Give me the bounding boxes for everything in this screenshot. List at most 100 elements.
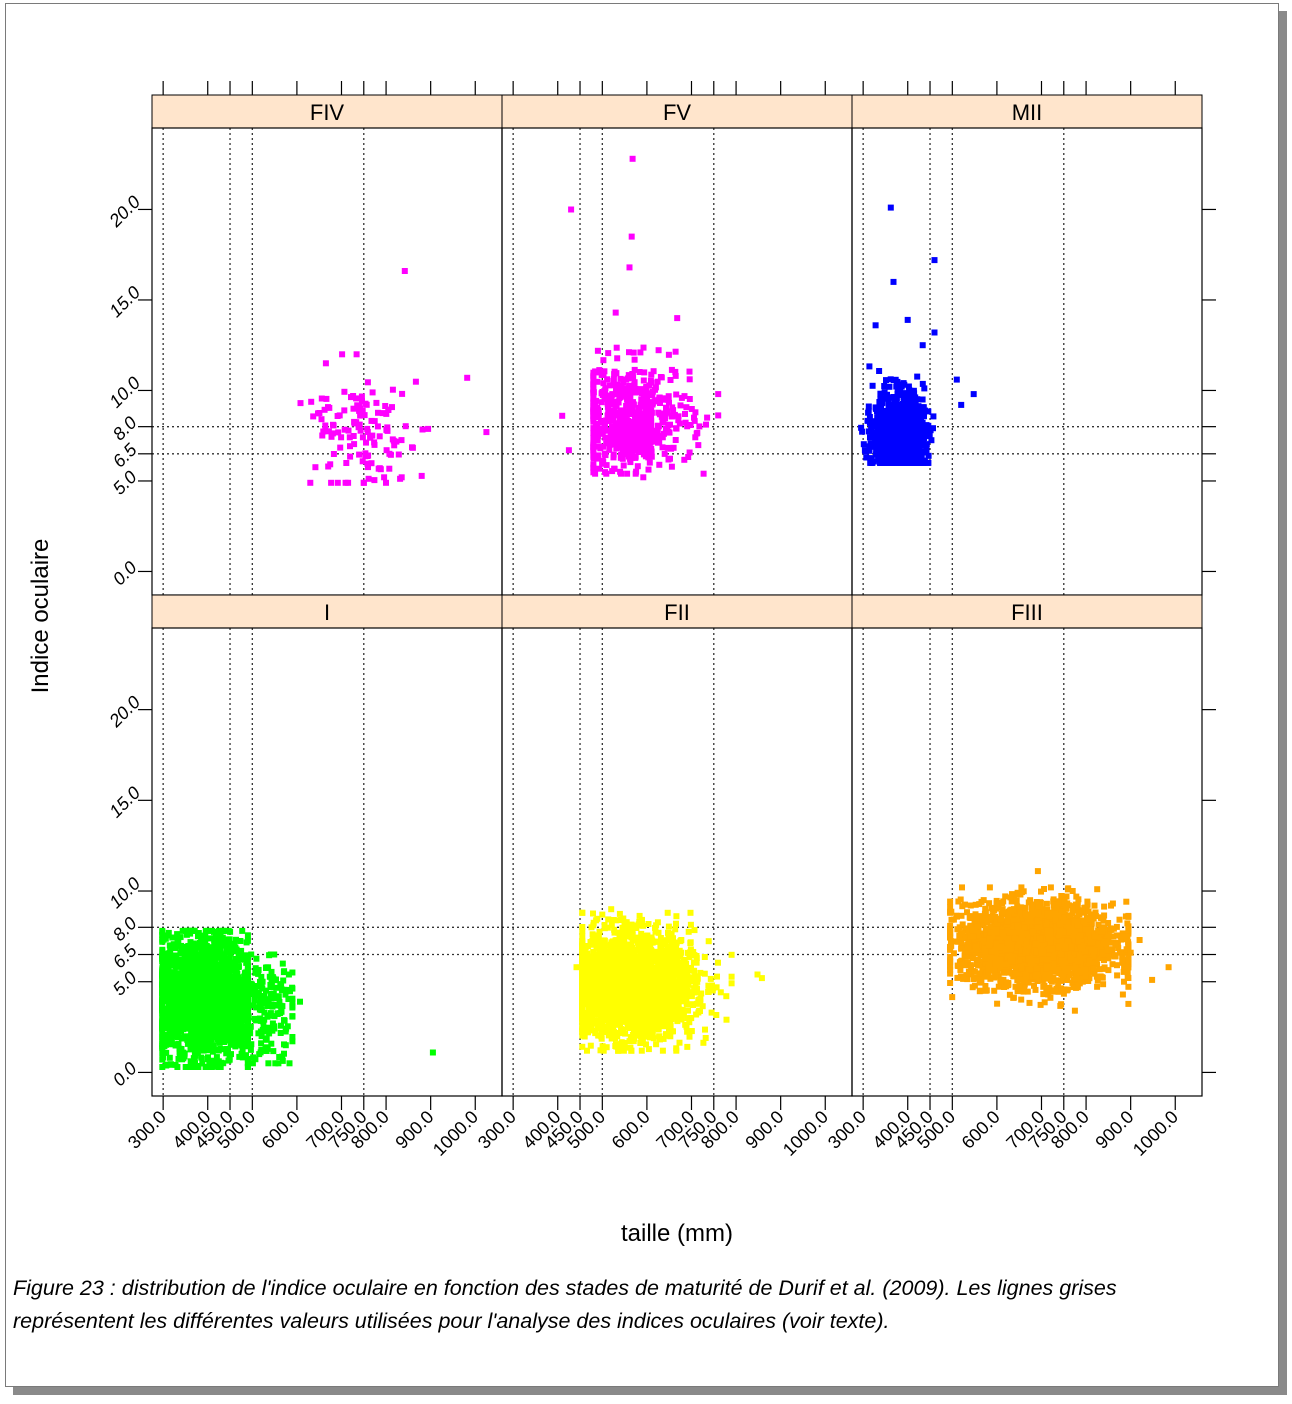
- data-point: [279, 1057, 286, 1064]
- data-point: [648, 431, 655, 438]
- data-point: [247, 1023, 254, 1030]
- data-point: [638, 438, 645, 445]
- data-point: [891, 450, 898, 457]
- data-point: [205, 1054, 211, 1061]
- data-point: [216, 984, 223, 991]
- data-point: [272, 995, 279, 1001]
- data-point: [188, 980, 195, 987]
- data-point: [181, 954, 188, 960]
- data-point: [880, 441, 886, 448]
- data-point: [228, 1020, 235, 1027]
- data-point: [643, 383, 650, 390]
- data-point: [919, 396, 926, 403]
- data-point: [218, 1033, 225, 1040]
- data-point: [232, 970, 239, 976]
- data-point: [609, 431, 616, 438]
- data-point: [700, 470, 707, 477]
- data-point: [187, 939, 194, 946]
- data-point: [206, 935, 213, 942]
- data-point: [273, 984, 280, 991]
- data-point: [672, 348, 679, 355]
- data-point: [389, 404, 395, 411]
- data-point: [616, 432, 623, 439]
- data-point: [210, 957, 217, 964]
- data-point: [590, 447, 597, 454]
- data-point: [159, 1034, 166, 1040]
- data-point: [179, 927, 186, 934]
- data-point: [614, 442, 621, 449]
- data-point: [931, 257, 938, 264]
- data-point: [887, 456, 894, 463]
- data-point: [383, 447, 390, 454]
- data-point: [201, 1007, 208, 1014]
- data-point: [910, 394, 917, 401]
- data-point: [648, 371, 655, 378]
- data-point: [159, 946, 166, 953]
- data-point: [172, 945, 179, 952]
- data-point: [268, 995, 275, 1002]
- data-point: [227, 950, 234, 957]
- data-point: [318, 416, 325, 423]
- data-point: [206, 966, 213, 973]
- strip-label: FIV: [310, 100, 345, 125]
- data-point: [887, 204, 894, 211]
- data-point: [289, 995, 296, 1002]
- data-point: [595, 369, 602, 376]
- data-point: [364, 429, 371, 435]
- data-point: [232, 1043, 239, 1050]
- data-point: [374, 423, 381, 430]
- data-point: [365, 452, 372, 459]
- data-point: [645, 435, 652, 442]
- data-point: [661, 450, 668, 457]
- data-point: [876, 368, 883, 374]
- data-point: [633, 424, 640, 431]
- data-point: [261, 1028, 268, 1035]
- data-point: [648, 453, 655, 460]
- data-point: [206, 987, 213, 994]
- data-point: [159, 990, 166, 997]
- data-point: [226, 944, 233, 951]
- data-point: [867, 440, 874, 447]
- data-point: [268, 968, 275, 975]
- data-point: [879, 420, 886, 427]
- data-point: [565, 447, 572, 454]
- data-point: [464, 374, 471, 381]
- data-point: [896, 424, 903, 431]
- data-point: [229, 1026, 236, 1033]
- data-point: [907, 427, 914, 434]
- data-point: [611, 465, 618, 472]
- data-point: [613, 370, 620, 377]
- data-point: [266, 1024, 273, 1031]
- data-point: [594, 424, 601, 431]
- data-point: [246, 1028, 253, 1035]
- data-point: [194, 1063, 201, 1069]
- data-point: [357, 405, 364, 412]
- data-point: [600, 380, 607, 387]
- data-point: [875, 410, 882, 417]
- data-point: [221, 997, 228, 1004]
- data-point: [169, 1011, 176, 1018]
- data-point: [257, 995, 264, 1001]
- data-point: [181, 957, 188, 964]
- data-point: [173, 991, 180, 998]
- data-point: [159, 958, 166, 965]
- data-point: [323, 395, 330, 402]
- data-point: [166, 1013, 173, 1019]
- data-point: [208, 1036, 215, 1043]
- data-point: [608, 400, 615, 407]
- data-point: [215, 945, 222, 952]
- data-point: [885, 399, 892, 406]
- data-point: [590, 412, 597, 419]
- data-point: [227, 1041, 234, 1048]
- data-point: [601, 424, 608, 431]
- data-point: [654, 439, 661, 446]
- data-point: [620, 379, 627, 386]
- data-point: [640, 377, 647, 384]
- data-point: [913, 412, 920, 419]
- data-point: [590, 407, 597, 414]
- data-point: [244, 1064, 251, 1070]
- data-point: [297, 998, 303, 1005]
- data-point: [672, 368, 679, 375]
- data-point: [412, 378, 419, 385]
- data-point: [606, 446, 613, 453]
